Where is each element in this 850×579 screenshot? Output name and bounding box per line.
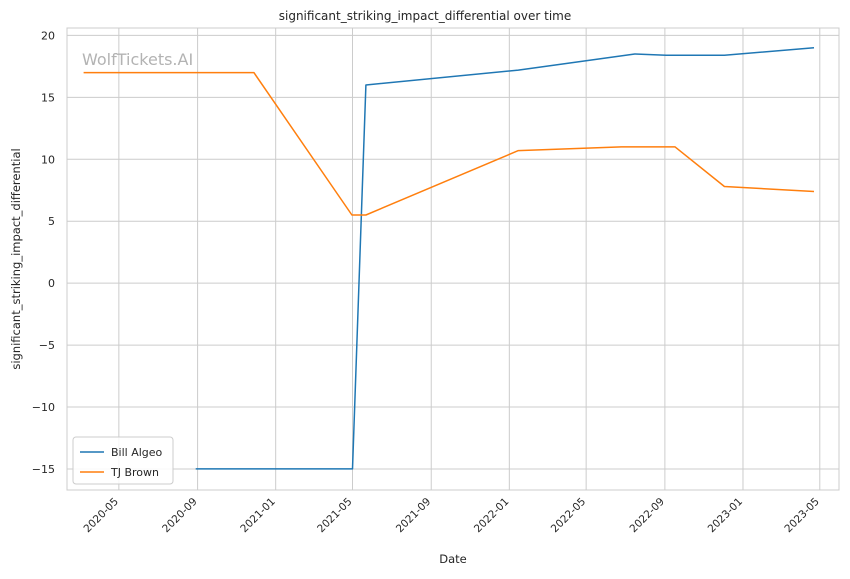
y-tick-label: 15 bbox=[41, 91, 55, 104]
chart-title: significant_striking_impact_differential… bbox=[279, 9, 571, 23]
plot-frame bbox=[66, 27, 840, 491]
legend: Bill Algeo TJ Brown bbox=[72, 436, 174, 485]
series-lines bbox=[83, 47, 815, 470]
y-axis-ticks: 20 15 10 5 0 −5 −10 −15 bbox=[32, 29, 55, 476]
grid bbox=[67, 28, 839, 490]
y-tick-label: −5 bbox=[39, 339, 55, 352]
legend-label-bill-algeo: Bill Algeo bbox=[111, 446, 163, 459]
y-tick-label: 5 bbox=[48, 215, 55, 228]
legend-label-tj-brown: TJ Brown bbox=[110, 466, 159, 479]
y-tick-label: 10 bbox=[41, 153, 55, 166]
y-axis-label: significant_striking_impact_differential bbox=[9, 148, 23, 369]
watermark: WolfTickets.AI bbox=[82, 50, 193, 69]
y-tick-label: −10 bbox=[32, 401, 55, 414]
y-tick-label: 0 bbox=[48, 277, 55, 290]
x-axis-label: Date bbox=[439, 552, 467, 566]
series-line-tj-brown bbox=[83, 71, 815, 216]
y-tick-label: 20 bbox=[41, 29, 55, 42]
series-line-bill-algeo bbox=[195, 47, 815, 470]
y-tick-label: −15 bbox=[32, 463, 55, 476]
